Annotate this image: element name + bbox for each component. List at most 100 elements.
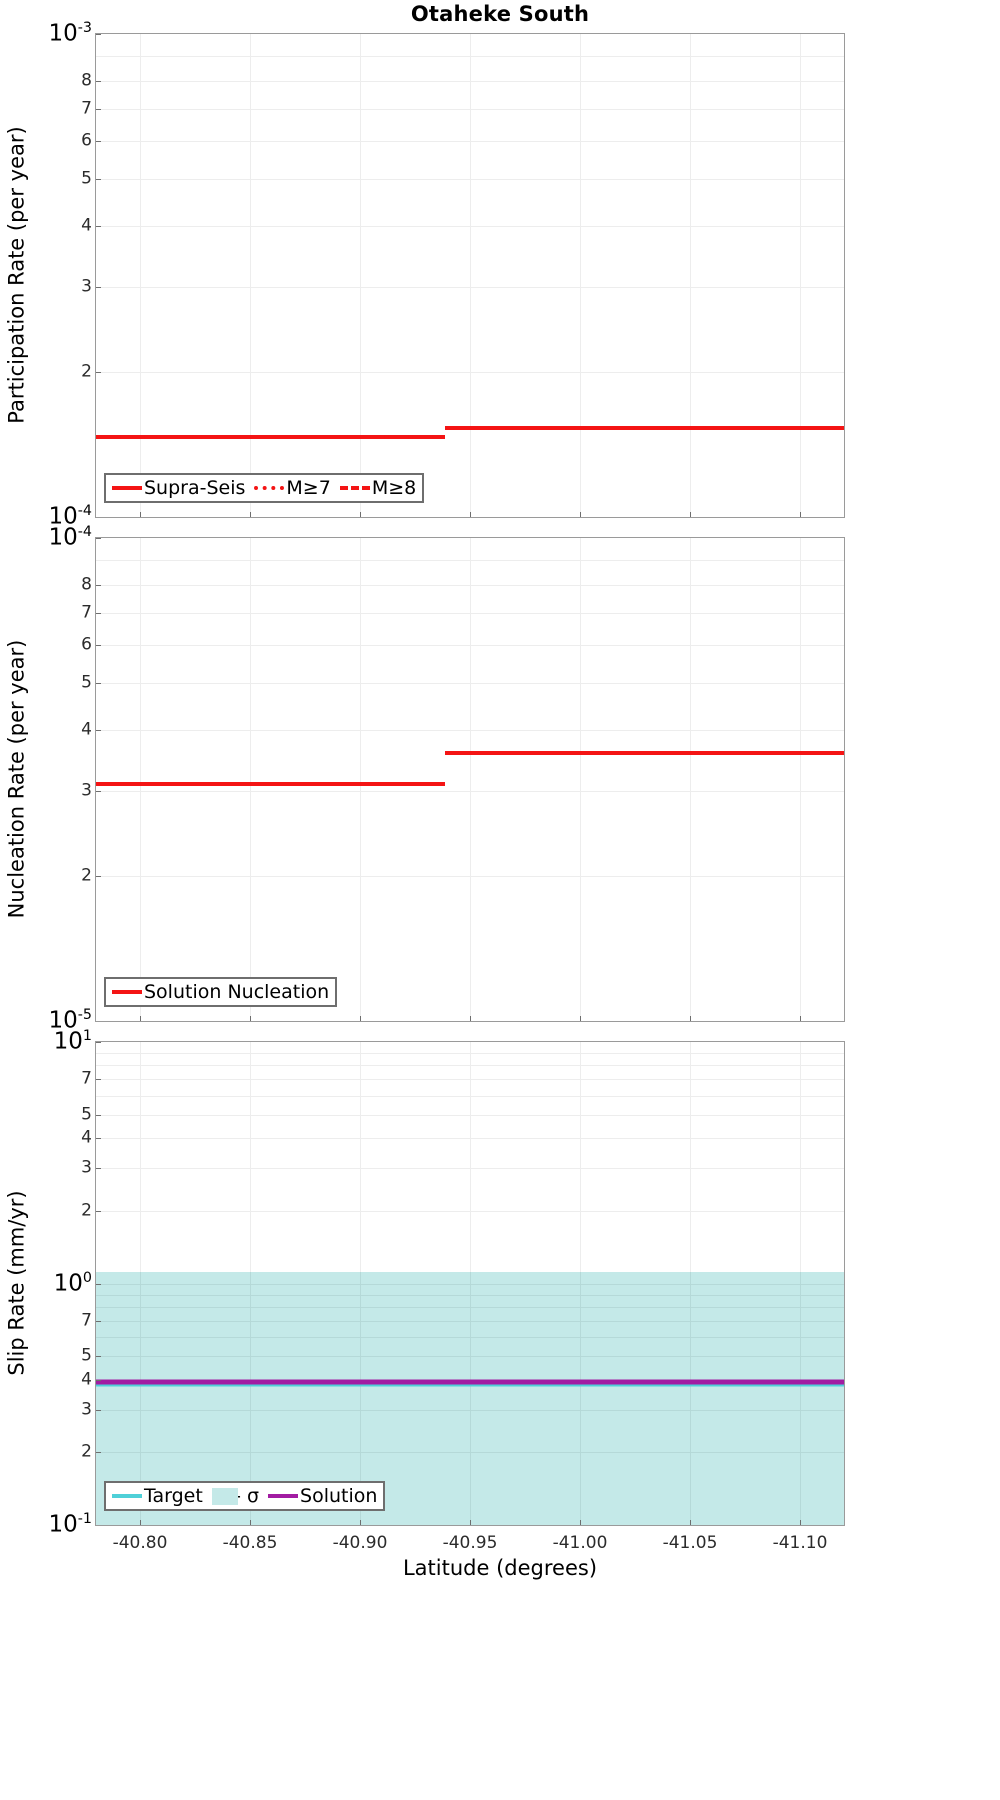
gridline-vertical (690, 1271, 691, 1525)
y-axis-tick-label: 2 (81, 1200, 92, 1221)
gridline-vertical (470, 34, 471, 517)
gridline-vertical (800, 538, 801, 1021)
plot-area-participation (96, 34, 844, 517)
legend-label: M≥8 (371, 476, 417, 499)
x-axis-tick-label: -41.00 (552, 1533, 608, 1553)
y-axis-tick-label: 5 (81, 1345, 92, 1366)
y-axis-tick-mark (96, 179, 101, 181)
gridline-vertical (360, 538, 361, 1021)
y-axis-tick-label: 10-3 (48, 19, 93, 47)
legend-entry-m7[interactable]: M≥7 (254, 478, 331, 498)
legend-entry-m8[interactable]: M≥8 (339, 476, 417, 499)
y-axis-tick-mark (96, 1525, 101, 1526)
x-axis-tick-mark (470, 512, 471, 517)
y-axis-tick-label: 3 (81, 276, 92, 297)
y-axis-tick-mark (96, 730, 101, 732)
x-axis-tick-mark (690, 1520, 691, 1525)
y-axis-tick-label: 101 (53, 1027, 92, 1055)
y-axis-tick-label: 8 (81, 70, 92, 91)
x-axis-tick-label: -40.95 (442, 1533, 498, 1553)
gridline-vertical (360, 1271, 361, 1525)
y-axis-tick-mark (96, 1379, 101, 1381)
legend-panel-nucleation[interactable]: Solution Nucleation (104, 977, 338, 1007)
y-axis-tick-mark (96, 538, 101, 539)
y-axis-tick-mark (96, 1168, 101, 1170)
y-axis-tick-mark (96, 141, 101, 143)
x-axis-tick-mark (250, 1520, 251, 1525)
gridline-vertical (140, 538, 141, 1021)
legend-entry-target[interactable]: Target (112, 1484, 203, 1507)
x-axis-tick-mark (800, 1016, 801, 1021)
y-axis-tick-mark (96, 108, 101, 110)
legend-panel-slip-rate[interactable]: Target +/- σ Solution (104, 1481, 386, 1511)
x-axis-tick-mark (250, 512, 251, 517)
axis-label-slip-rate: Slip Rate (mm/yr) (4, 1189, 28, 1376)
line-swatch-icon (112, 1494, 142, 1498)
y-axis-tick-mark (96, 612, 101, 614)
x-axis-tick-mark (800, 1520, 801, 1525)
y-axis-tick-mark (96, 1021, 101, 1022)
gridline-horizontal (96, 1525, 844, 1526)
x-axis-tick-mark (800, 512, 801, 517)
y-axis-tick-mark (96, 1210, 101, 1212)
y-axis-tick-mark (96, 286, 101, 288)
y-axis-tick-mark (96, 371, 101, 373)
band-swatch-icon (211, 1487, 238, 1505)
y-axis-tick-label: 2 (81, 361, 92, 382)
y-axis-tick-label: 6 (81, 634, 92, 655)
x-axis-tick-label: -41.05 (662, 1533, 718, 1553)
y-axis-tick-mark (96, 226, 101, 228)
series-segment (444, 426, 844, 431)
legend-panel-participation[interactable]: Supra-Seis M≥7 M≥8 (104, 473, 425, 503)
figure-title: Otaheke South (410, 2, 590, 26)
y-axis-tick-label: 3 (81, 1157, 92, 1178)
y-axis-tick-label: 7 (81, 1310, 92, 1331)
gridline-vertical (250, 34, 251, 517)
y-axis-tick-mark (96, 80, 101, 82)
x-axis-tick-mark (580, 512, 581, 517)
legend-label: Solution (300, 1484, 378, 1507)
line-swatch-icon (268, 1494, 299, 1498)
y-axis-tick-label: 2 (81, 1441, 92, 1462)
x-axis-tick-mark (690, 1016, 691, 1021)
series-segment (96, 434, 445, 439)
gridline-vertical (140, 34, 141, 517)
x-axis-tick-mark (140, 1016, 141, 1021)
x-axis-tick-mark (360, 1520, 361, 1525)
gridline-vertical (580, 1271, 581, 1525)
y-axis-tick-mark (96, 645, 101, 647)
y-axis-tick-label: 4 (81, 1369, 92, 1390)
axis-label-participation-rate: Participation Rate (per year) (4, 125, 28, 424)
x-axis-tick-mark (250, 1016, 251, 1021)
y-axis-tick-label: 4 (81, 1127, 92, 1148)
y-axis-tick-mark (96, 1283, 101, 1285)
y-axis-tick-mark (96, 1452, 101, 1454)
gridline-vertical (800, 34, 801, 517)
x-axis-tick-mark (360, 512, 361, 517)
legend-entry-sigma-band[interactable]: +/- σ (211, 1486, 259, 1506)
plot-area-nucleation (96, 538, 844, 1021)
legend-label: Target (144, 1484, 203, 1507)
gridline-vertical (470, 1271, 471, 1525)
y-axis-tick-mark (96, 875, 101, 877)
legend-entry-solution[interactable]: Solution (268, 1484, 378, 1507)
y-axis-tick-label: 7 (81, 1068, 92, 1089)
gridline-vertical (580, 34, 581, 517)
series-segment (96, 1379, 844, 1385)
y-axis-tick-label: 5 (81, 1104, 92, 1125)
gridline-vertical (250, 1271, 251, 1525)
legend-entry-solution-nucleation[interactable]: Solution Nucleation (112, 982, 329, 1002)
gridline-vertical (360, 34, 361, 517)
y-axis-tick-mark (96, 790, 101, 792)
y-axis-tick-mark (96, 1356, 101, 1358)
x-axis-tick-label: -41.10 (772, 1533, 828, 1553)
legend-entry-supra-seis[interactable]: Supra-Seis (112, 478, 245, 498)
y-axis-tick-mark (96, 584, 101, 586)
x-axis-tick-mark (690, 512, 691, 517)
x-axis-tick-label: -40.90 (332, 1533, 388, 1553)
line-swatch-icon (112, 486, 142, 490)
gridline-vertical (690, 538, 691, 1021)
x-axis-tick-label: -40.80 (112, 1533, 168, 1553)
y-axis-tick-mark (96, 1042, 101, 1043)
y-axis-tick-mark (96, 1079, 101, 1081)
